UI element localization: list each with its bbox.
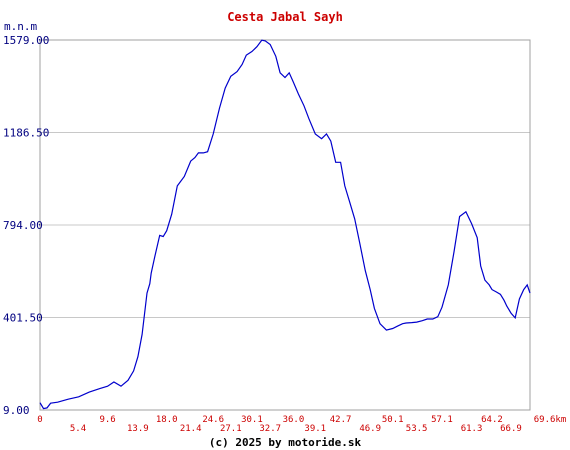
y-tick-labels: 9.00 401.50 794.00 1186.50 1579.00 xyxy=(3,34,49,417)
x-tick-label-upper-3: 24.6 xyxy=(202,415,224,425)
y-tick-label-2: 794.00 xyxy=(3,219,43,232)
x-tick-label-lower-5: 39.1 xyxy=(304,424,326,434)
y-tick-label-3: 1186.50 xyxy=(3,127,49,140)
x-tick-label-lower-0: 5.4 xyxy=(70,424,86,434)
elevation-series-line-0 xyxy=(39,39,531,410)
x-tick-label-lower-1: 13.9 xyxy=(127,424,149,434)
y-axis-unit-label: m.n.m xyxy=(4,20,37,33)
y-tick-label-0: 9.00 xyxy=(3,404,30,417)
x-tick-label-lower-9: 66.9 xyxy=(500,424,522,434)
grid-lines xyxy=(40,39,530,411)
x-tick-label-lower-7: 53.5 xyxy=(406,424,428,434)
x-tick-label-upper-1: 9.6 xyxy=(99,415,115,425)
x-tick-label-lower-4: 32.7 xyxy=(259,424,281,434)
x-tick-label-upper-9: 64.2 xyxy=(481,415,503,425)
x-tick-label-upper-10: 69.6km xyxy=(534,415,567,425)
plot-frame xyxy=(39,39,531,411)
copyright-credit: (c) 2025 by motoride.sk xyxy=(209,436,362,449)
x-tick-label-lower-3: 27.1 xyxy=(220,424,242,434)
x-tick-label-lower-2: 21.4 xyxy=(180,424,202,434)
x-tick-label-upper-4: 30.1 xyxy=(241,415,263,425)
x-tick-label-upper-6: 42.7 xyxy=(330,415,352,425)
x-tick-label-lower-6: 46.9 xyxy=(359,424,381,434)
chart-title: Cesta Jabal Sayh xyxy=(227,10,343,24)
x-tick-label-upper-0: 0 xyxy=(37,415,42,425)
y-tick-label-1: 401.50 xyxy=(3,312,43,325)
x-tick-label-upper-2: 18.0 xyxy=(156,415,178,425)
x-tick-labels: 0 9.6 18.0 24.6 30.1 36.0 42.7 50.1 57.1 64.2 69.6… xyxy=(37,415,566,434)
y-tick-label-4: 1579.00 xyxy=(3,34,49,47)
x-tick-label-upper-7: 50.1 xyxy=(382,415,404,425)
x-tick-label-upper-8: 57.1 xyxy=(431,415,453,425)
x-tick-label-lower-8: 61.3 xyxy=(461,424,483,434)
x-tick-label-upper-5: 36.0 xyxy=(283,415,305,425)
series-group xyxy=(39,39,531,410)
